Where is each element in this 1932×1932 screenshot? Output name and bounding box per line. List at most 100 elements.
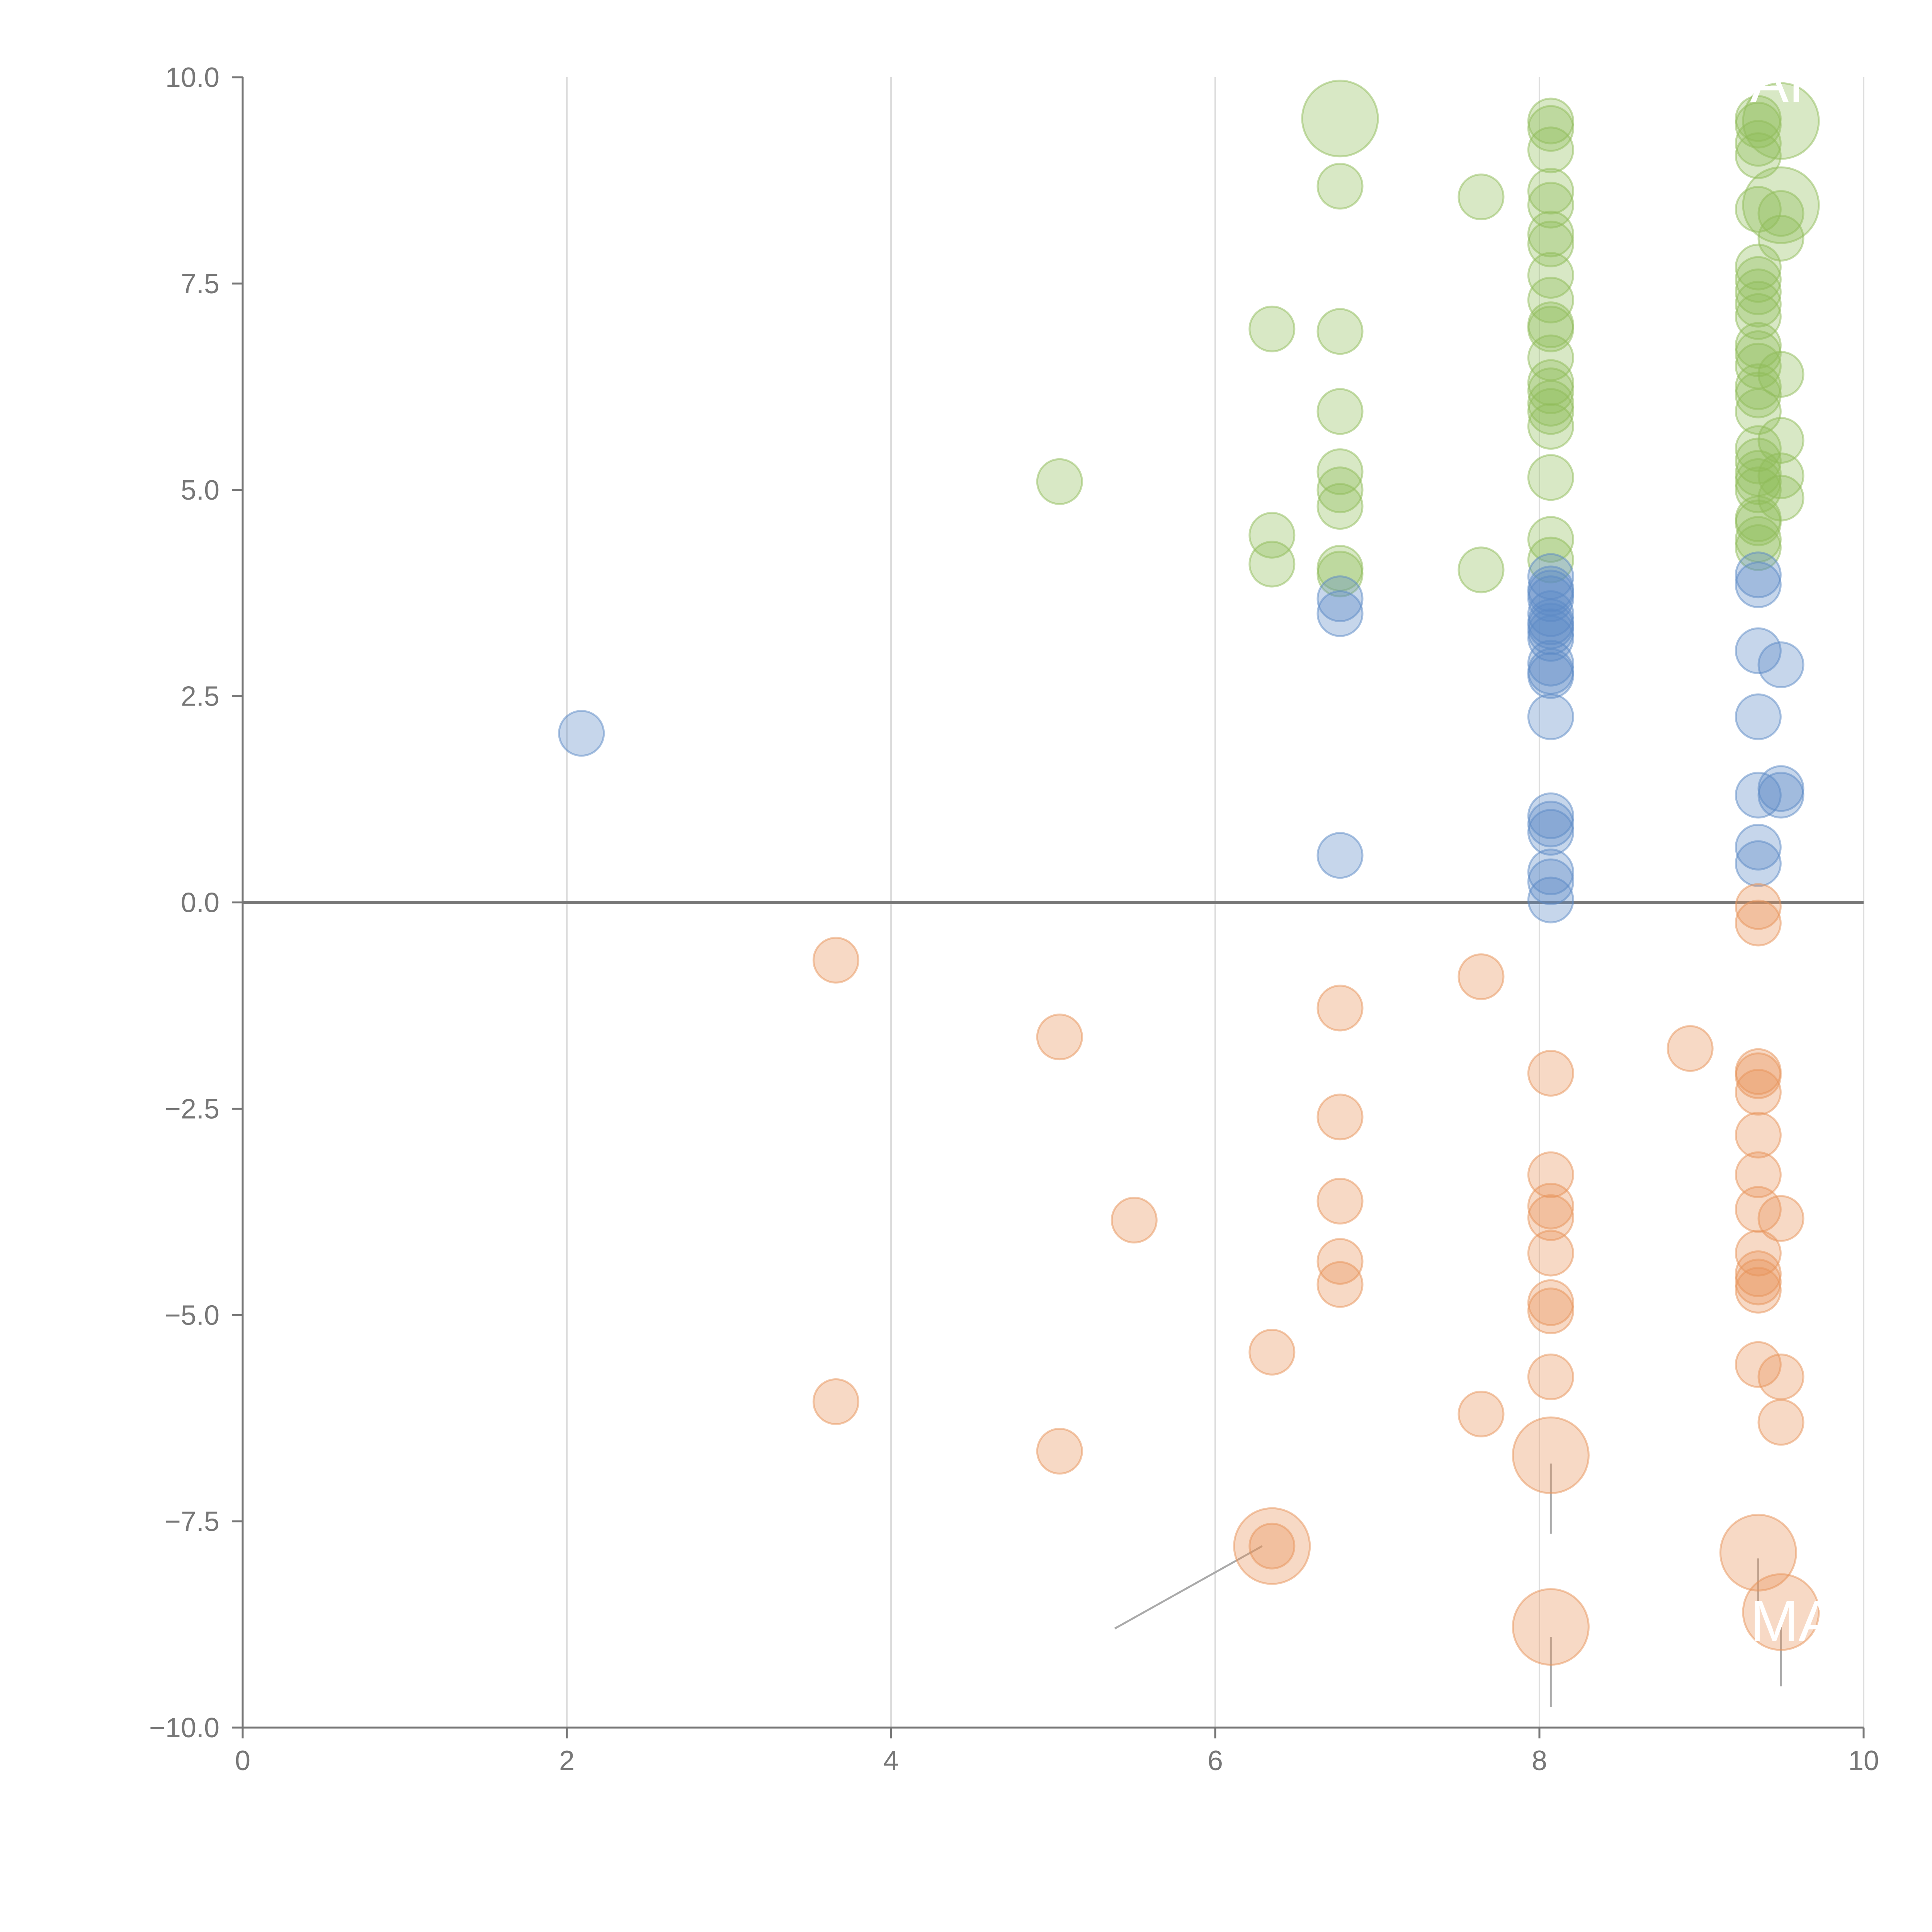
data-point-green xyxy=(1757,417,1804,464)
data-point-green xyxy=(1527,454,1574,501)
data-point-green xyxy=(1248,541,1296,588)
data-point-green xyxy=(1527,211,1574,258)
data-points xyxy=(558,80,1820,1666)
y-tick-label: 2.5 xyxy=(181,681,219,712)
data-point-orange xyxy=(1735,883,1782,930)
data-point-large-green xyxy=(1742,166,1820,244)
data-point-blue xyxy=(1735,823,1782,871)
data-point-blue xyxy=(1527,693,1574,740)
data-point-blue xyxy=(1735,551,1782,599)
data-point-blue xyxy=(1757,772,1804,819)
data-point-green xyxy=(1527,388,1574,435)
data-point-blue xyxy=(1316,575,1364,622)
data-point-orange xyxy=(1735,1151,1782,1198)
data-point-orange xyxy=(1458,1391,1505,1438)
y-tick-label: 0.0 xyxy=(181,888,219,918)
data-point-blue xyxy=(1316,832,1364,879)
data-point-green xyxy=(1527,277,1574,324)
x-tick-label: 6 xyxy=(1208,1745,1223,1776)
data-point-blue xyxy=(1757,641,1804,688)
data-point-green xyxy=(1527,536,1574,583)
data-point-green xyxy=(1527,305,1574,352)
data-point-green xyxy=(1735,293,1782,340)
data-point-blue xyxy=(1527,848,1574,895)
data-point-blue xyxy=(1527,652,1574,699)
data-point-green xyxy=(1735,243,1782,291)
data-point-green xyxy=(1757,190,1804,237)
data-point-green xyxy=(1735,120,1782,167)
leader-line xyxy=(1385,111,1410,118)
data-point-green xyxy=(1735,281,1782,328)
data-point-orange xyxy=(1111,1197,1158,1244)
axes: 0 2 4 6 8 10 10.0 7.5 5.0 2.5 0.0 −2.5 −5.0 −7.5 −10.0 xyxy=(149,62,1879,1776)
data-point-green xyxy=(1735,132,1782,179)
annotations: AF MA xyxy=(1750,49,1837,1653)
x-tick-label: 2 xyxy=(559,1745,575,1776)
data-point-orange xyxy=(1527,1050,1574,1097)
data-point-orange xyxy=(1316,1094,1364,1141)
data-point-large-green xyxy=(1742,82,1820,160)
data-point-green xyxy=(1735,268,1782,315)
data-point-orange xyxy=(812,1378,859,1425)
y-tick-label: 7.5 xyxy=(181,269,219,299)
data-point-blue xyxy=(1735,627,1782,674)
data-point-green xyxy=(1316,483,1364,530)
data-point-orange xyxy=(1735,1230,1782,1277)
data-point-green xyxy=(1735,256,1782,303)
data-point-orange xyxy=(1036,1428,1083,1475)
data-point-orange xyxy=(1527,1182,1574,1230)
data-point-orange xyxy=(1248,1522,1296,1570)
data-point-green xyxy=(1316,163,1364,210)
data-point-orange xyxy=(1757,1399,1804,1446)
data-point-orange xyxy=(1527,1194,1574,1241)
data-point-green xyxy=(1316,551,1364,598)
data-point-orange xyxy=(1316,1261,1364,1308)
data-point-large-orange xyxy=(1719,1514,1797,1592)
data-point-green xyxy=(1248,305,1296,352)
annotation-label: MA xyxy=(1750,1588,1837,1653)
y-tick-label: −10.0 xyxy=(149,1713,219,1743)
data-point-green xyxy=(1527,516,1574,563)
data-point-green xyxy=(1316,308,1364,355)
data-point-orange xyxy=(812,937,859,984)
data-point-green xyxy=(1735,524,1782,571)
data-point-orange xyxy=(1458,953,1505,1000)
data-point-blue xyxy=(1735,561,1782,608)
data-point-orange xyxy=(1527,1230,1574,1277)
x-tick-label: 0 xyxy=(235,1745,250,1776)
data-point-green xyxy=(1527,252,1574,299)
data-point-orange xyxy=(1735,1267,1782,1314)
data-point-green xyxy=(1735,388,1782,435)
y-tick-label: −2.5 xyxy=(165,1094,219,1124)
data-point-green xyxy=(1316,388,1364,435)
y-tick-label: 5.0 xyxy=(181,475,219,506)
data-point-orange xyxy=(1527,1353,1574,1400)
data-point-large-orange xyxy=(1512,1588,1590,1666)
data-point-blue xyxy=(558,710,605,757)
data-point-green xyxy=(1527,367,1574,414)
data-point-green xyxy=(1757,474,1804,522)
data-point-green xyxy=(1036,458,1083,505)
data-point-green xyxy=(1527,182,1574,229)
data-point-blue xyxy=(1527,809,1574,856)
x-tick-label: 10 xyxy=(1848,1745,1879,1776)
data-point-orange xyxy=(1316,1178,1364,1225)
y-tick-label: −7.5 xyxy=(165,1506,219,1537)
data-point-green xyxy=(1757,214,1804,262)
data-point-orange xyxy=(1735,1341,1782,1388)
data-point-blue xyxy=(1527,858,1574,905)
data-point-large-green xyxy=(1301,80,1379,158)
data-point-green xyxy=(1248,512,1296,559)
data-point-orange xyxy=(1735,1052,1782,1099)
data-point-blue xyxy=(1527,876,1574,923)
data-point-orange xyxy=(1735,900,1782,947)
data-point-green xyxy=(1527,403,1574,450)
annotation-label: AF xyxy=(1750,49,1824,114)
y-tick-label: −5.0 xyxy=(165,1300,219,1331)
data-point-large-orange xyxy=(1512,1416,1590,1494)
data-point-orange xyxy=(1248,1328,1296,1376)
data-point-orange xyxy=(1667,1025,1714,1072)
data-point-green xyxy=(1316,466,1364,514)
data-point-green xyxy=(1458,173,1505,221)
data-point-green xyxy=(1527,168,1574,215)
